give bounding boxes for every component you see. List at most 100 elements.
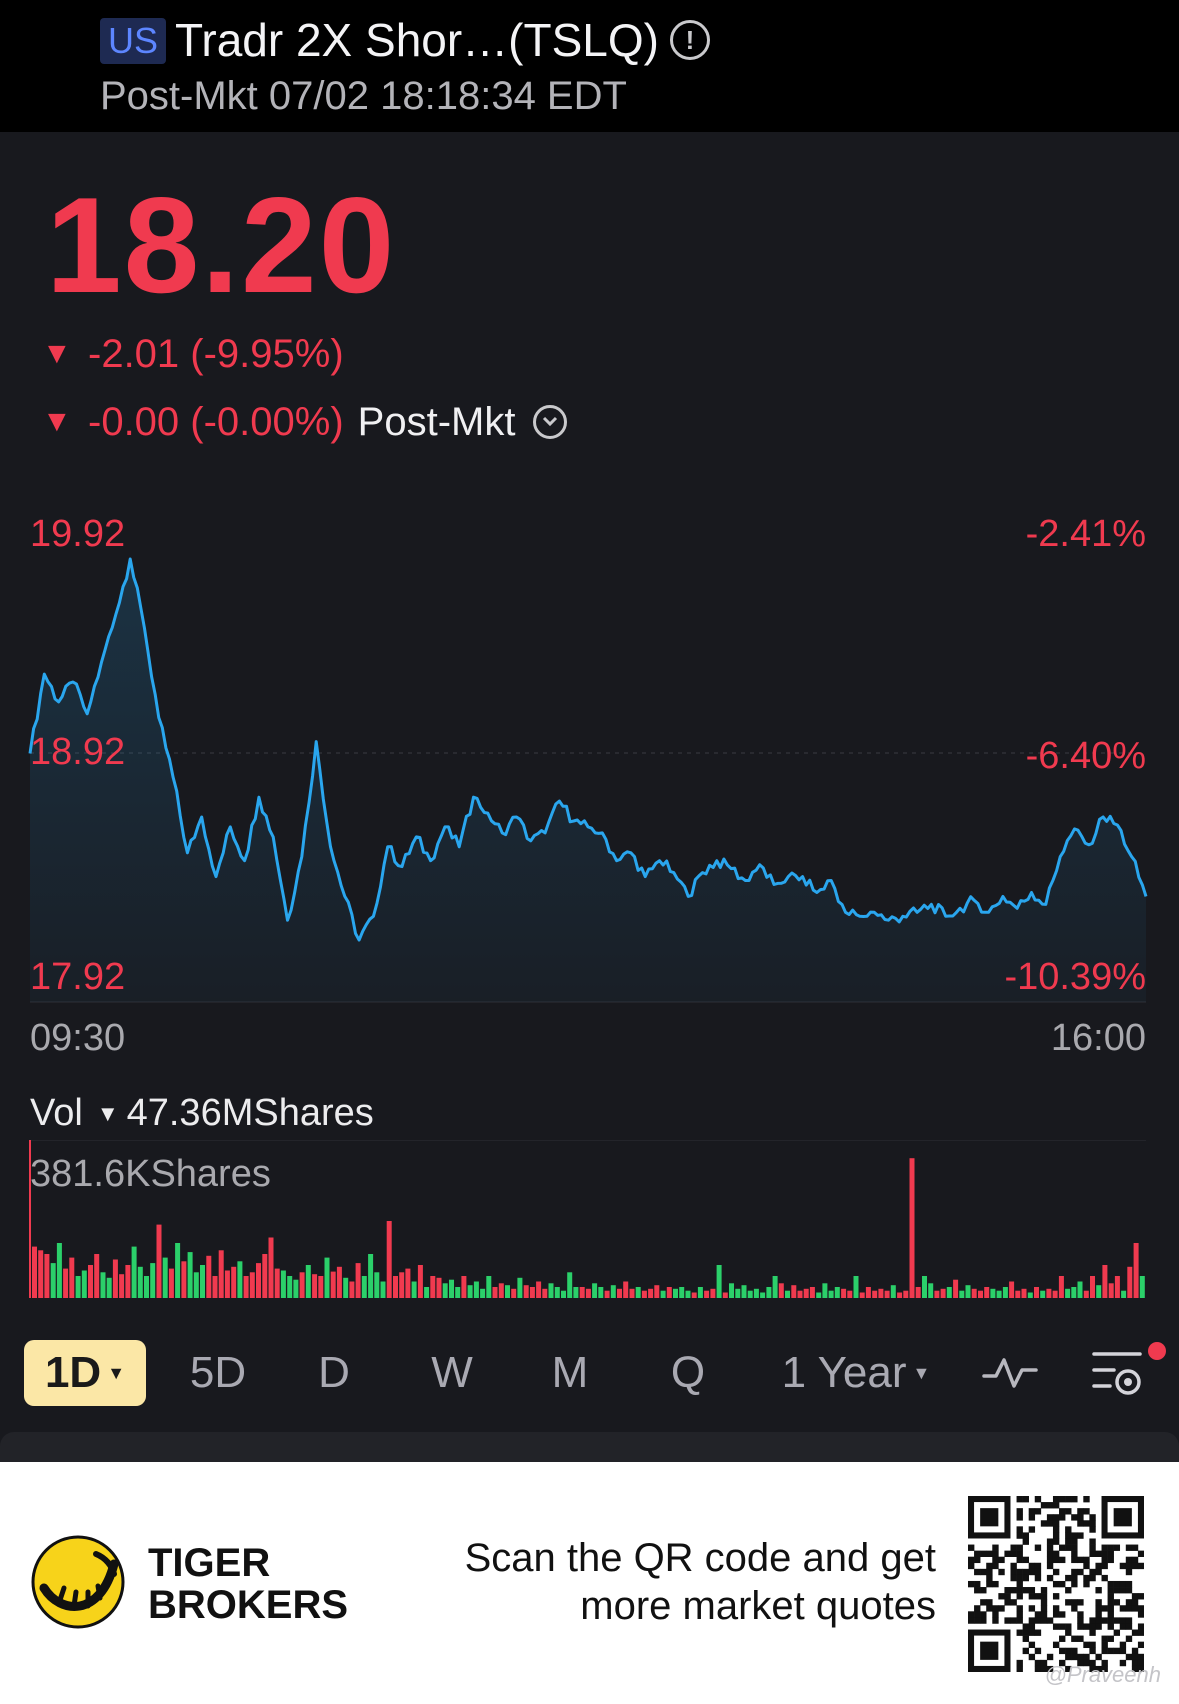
tab-week[interactable]: W <box>431 1348 473 1397</box>
volume-bar <box>990 1288 996 1298</box>
volume-bar <box>909 1158 915 1298</box>
volume-bar <box>293 1279 299 1298</box>
volume-bar <box>268 1237 274 1298</box>
volume-bar <box>1046 1288 1052 1298</box>
volume-bar <box>971 1288 977 1298</box>
y-label-mid: 18.92 <box>30 731 126 773</box>
volume-bar <box>1027 1292 1033 1298</box>
info-circle-icon[interactable]: ! <box>670 20 710 60</box>
volume-bar <box>231 1266 237 1298</box>
line-indicator-icon[interactable] <box>982 1352 1038 1392</box>
top-header: US Tradr 2X Shor…(TSLQ) ! Post-Mkt 07/02… <box>0 0 1179 132</box>
volume-bar <box>237 1261 243 1298</box>
volume-bar <box>984 1287 990 1298</box>
tab-1d[interactable]: 1D ▼ <box>24 1340 146 1406</box>
promo-footer: TIGER BROKERS Scan the QR code and get m… <box>0 1462 1179 1704</box>
volume-bar <box>473 1281 479 1298</box>
volume-bar <box>778 1283 784 1298</box>
volume-bar <box>884 1290 890 1298</box>
volume-bar <box>119 1274 125 1298</box>
volume-bar <box>1139 1276 1145 1298</box>
volume-bar <box>536 1281 542 1298</box>
volume-bar <box>318 1276 324 1298</box>
stock-title[interactable]: Tradr 2X Shor…(TSLQ) <box>175 14 659 66</box>
volume-bar <box>349 1281 355 1298</box>
volume-bar <box>411 1281 417 1298</box>
volume-bar <box>617 1288 622 1298</box>
session-label[interactable]: Post-Mkt <box>357 400 516 444</box>
volume-bar <box>1127 1266 1133 1298</box>
volume-bar <box>965 1285 971 1298</box>
notification-dot <box>1148 1342 1166 1360</box>
tab-1-year[interactable]: 1 Year ▼ <box>781 1348 931 1397</box>
volume-bar <box>741 1285 747 1298</box>
volume-bar <box>112 1259 118 1298</box>
volume-bar <box>150 1263 156 1298</box>
volume-bar <box>312 1274 318 1298</box>
volume-bar <box>785 1290 790 1298</box>
post-market-change-row[interactable]: ▼ -0.00 (-0.00%) Post-Mkt <box>42 396 568 448</box>
volume-bar <box>442 1283 448 1298</box>
volume-bar <box>859 1292 865 1298</box>
market-badge: US <box>100 18 167 64</box>
volume-bar <box>604 1290 610 1298</box>
volume-bar <box>1021 1288 1027 1298</box>
volume-bar <box>299 1272 305 1298</box>
volume-bar <box>343 1277 349 1298</box>
volume-bar <box>374 1272 380 1298</box>
volume-bar <box>679 1287 685 1298</box>
volume-bar <box>890 1285 896 1298</box>
volume-bar <box>1077 1281 1083 1298</box>
volume-bar <box>193 1272 199 1298</box>
tab-quarter[interactable]: Q <box>670 1348 706 1397</box>
volume-bar <box>1102 1265 1108 1298</box>
volume-bar <box>467 1285 473 1298</box>
volume-bar <box>200 1265 205 1298</box>
volume-bar <box>753 1288 759 1298</box>
volume-bar <box>280 1270 286 1298</box>
volume-bar <box>380 1281 386 1298</box>
caret-down-icon[interactable]: ▼ <box>96 1101 119 1126</box>
volume-bar <box>523 1285 529 1298</box>
volume-bar <box>897 1292 903 1298</box>
price-area <box>30 559 1146 1002</box>
chart-settings-icon[interactable] <box>1090 1348 1146 1398</box>
tab-month[interactable]: M <box>551 1348 589 1397</box>
watermark: @Praveenh <box>1044 1662 1161 1687</box>
volume-bar <box>262 1254 268 1298</box>
period-tabs: 1D ▼ 5D D W M Q 1 Year ▼ <box>0 1340 1179 1406</box>
volume-bar <box>206 1255 212 1298</box>
volume-bar <box>405 1268 411 1298</box>
volume-bar <box>224 1270 230 1298</box>
volume-bar <box>853 1276 859 1298</box>
tab-5d[interactable]: 5D <box>189 1348 247 1397</box>
volume-bar <box>368 1254 374 1298</box>
volume-bars <box>29 1140 1146 1298</box>
volume-bar <box>32 1246 37 1298</box>
time-label-start: 09:30 <box>30 1017 126 1059</box>
volume-summary[interactable]: Vol ▼ 47.36MShares <box>30 1090 374 1137</box>
volume-bar <box>554 1287 560 1298</box>
volume-bar <box>934 1290 940 1298</box>
volume-bar <box>131 1246 137 1298</box>
tab-day[interactable]: D <box>318 1348 350 1397</box>
volume-bar <box>548 1283 554 1298</box>
volume-bar <box>747 1290 753 1298</box>
volume-bar <box>666 1287 672 1298</box>
volume-bar <box>542 1288 548 1298</box>
volume-bar <box>1040 1290 1046 1298</box>
volume-bar <box>324 1257 330 1298</box>
volume-bar <box>872 1290 878 1298</box>
volume-bar <box>978 1290 983 1298</box>
y-label-low: 17.92 <box>30 956 126 998</box>
volume-bar <box>137 1266 143 1298</box>
intraday-price-chart[interactable] <box>0 500 1179 1060</box>
volume-bar <box>305 1265 311 1298</box>
volume-bar <box>81 1270 87 1298</box>
volume-bar <box>187 1252 193 1298</box>
volume-bar <box>629 1288 635 1298</box>
volume-bar <box>940 1288 946 1298</box>
volume-bar <box>492 1287 498 1298</box>
volume-bar <box>399 1272 405 1298</box>
chevron-down-icon[interactable] <box>533 405 568 439</box>
